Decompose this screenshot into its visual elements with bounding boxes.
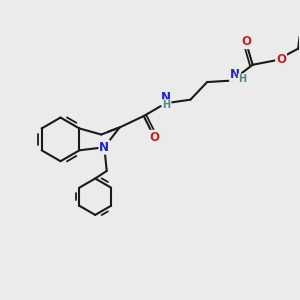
Text: H: H [238,74,246,84]
Text: N: N [230,68,240,81]
Text: H: H [162,100,170,110]
Text: O: O [276,53,286,66]
Text: O: O [241,35,251,48]
Text: O: O [149,131,159,144]
Text: N: N [99,141,109,154]
Text: N: N [160,91,171,104]
